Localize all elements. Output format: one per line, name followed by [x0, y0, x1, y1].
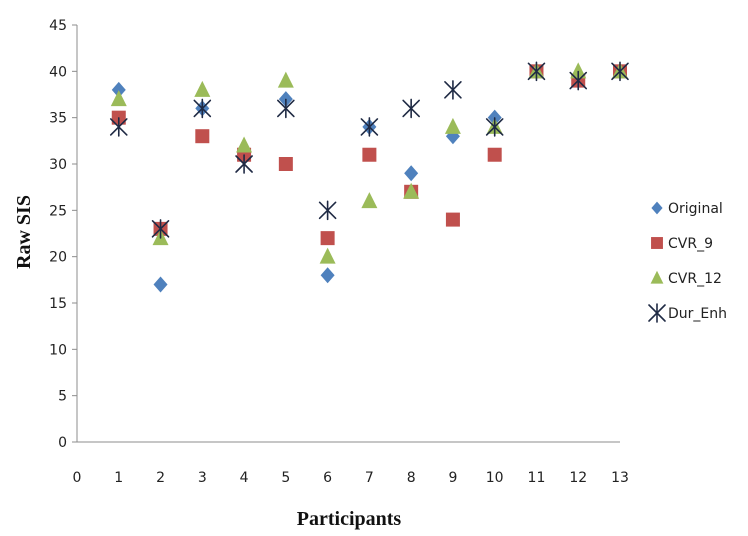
x-tick-label: 7: [365, 470, 374, 486]
legend-item: CVR_12: [650, 270, 722, 287]
series-cvr-12: [110, 62, 628, 264]
x-tick-label: 9: [448, 470, 457, 486]
data-point: [277, 98, 295, 119]
data-point: [445, 212, 460, 227]
y-tick-labels: 0 5 10 15 20 25 30 35 40 45: [49, 18, 77, 451]
y-tick-label: 35: [49, 111, 67, 127]
data-point: [195, 129, 210, 144]
axes: [76, 25, 620, 443]
y-axis-label: Raw SIS: [13, 195, 35, 269]
data-point: [193, 98, 212, 119]
y-tick-label: 10: [49, 342, 67, 358]
data-point: [527, 61, 546, 82]
legend-marker: [651, 237, 663, 249]
data-point: [569, 70, 588, 91]
y-tick-label: 0: [58, 435, 67, 451]
data-point: [485, 117, 504, 137]
x-tick-label: 12: [569, 470, 587, 486]
data-point: [320, 231, 335, 246]
y-tick-label: 40: [49, 64, 67, 80]
legend-marker: [648, 303, 666, 323]
legend-marker: [651, 201, 663, 215]
data-point: [570, 62, 587, 79]
data-point: [444, 80, 462, 100]
x-tick-label: 8: [407, 470, 416, 486]
legend-label: CVR_12: [668, 271, 722, 287]
series-cvr-9: [111, 64, 627, 246]
x-axis-label: Participants: [297, 508, 402, 530]
data-point: [487, 147, 502, 162]
y-tick-label: 15: [49, 296, 67, 312]
y-tick-label: 45: [49, 18, 67, 34]
x-tick-label: 4: [240, 470, 249, 486]
x-tick-label: 0: [73, 470, 82, 486]
data-point: [194, 80, 211, 97]
x-tick-label: 1: [114, 470, 123, 486]
x-tick-label: 11: [528, 470, 546, 486]
data-point: [444, 117, 461, 134]
data-point: [318, 200, 337, 221]
legend-label: Dur_Enh: [668, 306, 727, 322]
x-tick-label: 6: [323, 470, 332, 486]
data-points: [109, 61, 629, 293]
legend-item: Original: [651, 201, 723, 217]
data-point: [277, 71, 294, 88]
x-tick-labels: 0 1 2 3 4 5 6 7 8 9 10 11 12 13: [73, 470, 629, 486]
data-point: [236, 136, 253, 153]
x-tick-label: 3: [198, 470, 207, 486]
data-point: [153, 276, 168, 293]
y-tick-label: 30: [49, 157, 67, 173]
data-point: [235, 154, 253, 174]
data-point: [278, 157, 293, 171]
legend-label: Original: [668, 201, 723, 217]
legend-label: CVR_9: [668, 236, 713, 252]
y-tick-label: 25: [49, 203, 67, 219]
data-point: [611, 61, 629, 82]
data-point: [151, 219, 170, 239]
series-dur-enh: [109, 61, 629, 239]
data-point: [361, 192, 378, 209]
x-tick-label: 5: [281, 470, 290, 486]
x-tick-label: 13: [611, 470, 629, 486]
data-point: [109, 117, 128, 137]
legend-marker: [650, 270, 664, 284]
data-point: [110, 90, 127, 107]
y-tick-label: 20: [49, 250, 67, 266]
legend-item: Dur_Enh: [648, 303, 727, 323]
x-tick-label: 10: [486, 470, 504, 486]
data-point: [319, 247, 336, 264]
series-original: [111, 63, 627, 293]
data-point: [320, 267, 335, 284]
data-point: [402, 98, 420, 119]
data-point: [360, 117, 379, 137]
y-tick-label: 5: [58, 389, 67, 405]
data-point: [403, 182, 420, 199]
x-tick-label: 2: [156, 470, 165, 486]
data-point: [362, 147, 377, 162]
legend: Original CVR_9 CVR_12 Dur_Enh: [648, 201, 727, 323]
data-point: [404, 165, 419, 182]
legend-item: CVR_9: [651, 236, 713, 252]
data-point: [111, 81, 126, 98]
